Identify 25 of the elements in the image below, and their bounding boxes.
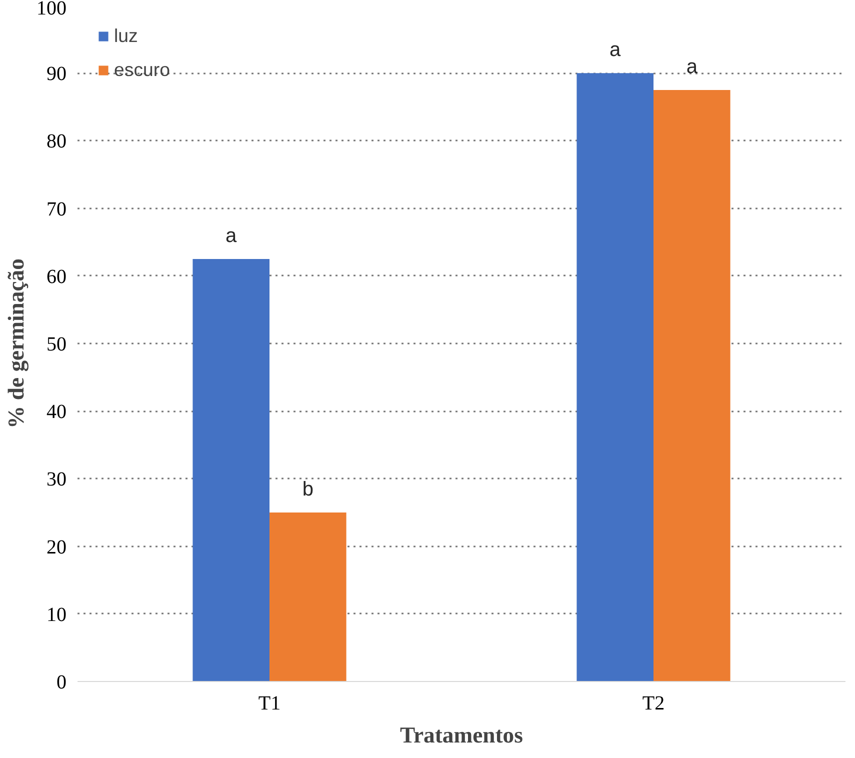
y-axis-title: % de germinação [4, 258, 28, 428]
bar [192, 259, 270, 682]
annotation: a [226, 225, 238, 247]
annotation: a [686, 56, 698, 78]
y-tick-label: 50 [46, 334, 66, 356]
y-tick-label: 80 [46, 130, 66, 153]
annotation: b [302, 478, 314, 500]
y-tick-label: 0 [56, 672, 66, 694]
y-tick-label: 70 [46, 198, 66, 220]
y-tick-label: 60 [46, 266, 66, 288]
y-tick-label: 100 [36, 0, 66, 20]
y-tick-label: 30 [46, 468, 66, 491]
y-tick-label: 20 [46, 536, 66, 558]
x-tick-label: T2 [642, 692, 665, 714]
y-tick-label: 10 [46, 604, 66, 626]
x-tick-label: T1 [258, 692, 281, 714]
annotation: a [610, 39, 622, 62]
legend-label: escuro [114, 59, 170, 81]
x-axis-title: Tratamentos [400, 722, 524, 748]
bar [654, 90, 730, 682]
legend-label: luz [114, 25, 138, 47]
bar [576, 73, 654, 682]
y-tick-label: 90 [46, 63, 66, 86]
bar [270, 512, 346, 682]
y-tick-label: 40 [46, 401, 66, 424]
